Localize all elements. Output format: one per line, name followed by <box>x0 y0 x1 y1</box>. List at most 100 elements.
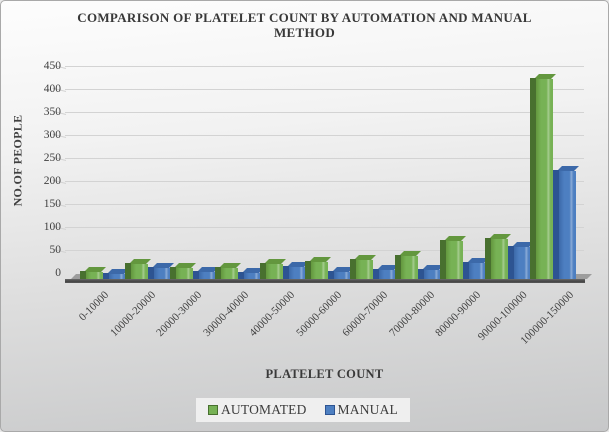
bar-automated-70000-80000 <box>395 251 421 279</box>
bar-front-face <box>266 264 283 279</box>
bar-side-face <box>80 271 86 279</box>
bar-automated-100000-150000 <box>530 74 556 279</box>
y-tick-label-250: 250 <box>43 152 61 165</box>
bar-front-face <box>289 267 306 279</box>
bar-front-face <box>356 260 373 279</box>
x-tick-label-60000-70000: 60000-70000 <box>340 289 391 339</box>
bar-side-face <box>260 263 266 279</box>
bar-automated-90000-100000 <box>485 234 511 279</box>
bar-front-face <box>86 272 103 279</box>
gridline-300 <box>65 135 584 137</box>
bar-automated-10000-20000 <box>125 259 151 279</box>
bar-side-face <box>193 271 199 279</box>
bar-side-face <box>350 259 356 279</box>
gridline-400 <box>65 89 584 91</box>
y-tick-label-450: 450 <box>43 60 61 73</box>
x-tick-label-20000-30000: 20000-30000 <box>154 289 205 339</box>
bar-side-face <box>283 266 289 279</box>
bar-manual-100000-150000 <box>553 166 579 279</box>
y-tick-label-0: 0 <box>55 267 61 279</box>
legend-item-manual: MANUAL <box>324 402 398 418</box>
x-axis-title: PLATELET COUNT <box>265 367 384 381</box>
bar-side-face <box>148 267 154 279</box>
bar-manual-80000-90000 <box>463 258 489 279</box>
gridline-350 <box>65 112 584 114</box>
x-tick-label-10000-20000: 10000-20000 <box>108 289 158 339</box>
gridline-250 <box>65 158 584 160</box>
legend-label: MANUAL <box>337 402 398 417</box>
bar-front-face <box>311 262 328 279</box>
gridline-450 <box>65 66 584 68</box>
bar-manual-10000-20000 <box>148 263 174 279</box>
bar-front-face <box>536 79 553 279</box>
x-tick-label-40000-50000: 40000-50000 <box>247 289 298 339</box>
x-tick-label-50000-60000: 50000-60000 <box>294 289 344 339</box>
y-tick-label-350: 350 <box>43 106 61 119</box>
bar-side-face <box>440 240 446 279</box>
y-tick-label-300: 300 <box>43 129 61 142</box>
y-tick-label-150: 150 <box>43 198 61 211</box>
chart-floor <box>65 279 585 283</box>
bar-side-face <box>485 238 491 279</box>
bar-front-face <box>379 270 396 279</box>
x-tick-label-80000-90000: 80000-90000 <box>433 289 484 339</box>
bar-side-face <box>215 267 221 279</box>
gridline-150 <box>65 204 584 206</box>
bar-side-face <box>238 272 244 279</box>
bar-manual-50000-60000 <box>328 267 354 279</box>
bar-manual-20000-30000 <box>193 267 219 279</box>
bar-automated-60000-70000 <box>350 255 376 279</box>
bar-side-face <box>418 269 424 279</box>
bar-side-face <box>508 246 514 279</box>
y-tick-label-400: 400 <box>43 83 61 96</box>
legend: AUTOMATED MANUAL <box>196 398 410 422</box>
bar-manual-40000-50000 <box>283 262 309 279</box>
bar-front-face <box>514 247 531 279</box>
bar-side-face <box>125 263 131 279</box>
y-axis-title: NO.OF PEOPLE <box>10 114 25 207</box>
bar-side-face <box>305 261 311 279</box>
bar-front-face <box>424 270 441 279</box>
bar-front-face <box>469 263 486 279</box>
bar-side-face <box>530 78 536 279</box>
legend-swatch-icon <box>207 405 218 415</box>
bar-front-face <box>559 171 576 279</box>
x-tick-label-70000-80000: 70000-80000 <box>387 289 437 339</box>
bar-side-face <box>395 255 401 279</box>
bar-front-face <box>221 268 238 279</box>
bar-manual-70000-80000 <box>418 265 444 279</box>
bar-front-face <box>334 272 351 279</box>
bar-manual-60000-70000 <box>373 265 399 279</box>
chart-title: COMPARISON OF PLATELET COUNT BY AUTOMATI… <box>77 10 532 40</box>
legend-label: AUTOMATED <box>220 402 307 417</box>
y-tick-label-100: 100 <box>43 221 61 234</box>
y-tick-label-50: 50 <box>49 244 62 257</box>
bar-automated-40000-50000 <box>260 259 286 279</box>
bar-side-face <box>553 170 559 279</box>
bar-front-face <box>154 268 171 279</box>
bar-front-face <box>109 274 126 279</box>
gridline-200 <box>65 181 584 183</box>
bar-front-face <box>491 239 508 279</box>
bar-manual-30000-40000 <box>238 268 264 279</box>
bar-automated-20000-30000 <box>170 263 196 279</box>
legend-swatch-icon <box>324 405 335 415</box>
bar-front-face <box>176 268 193 279</box>
bar-side-face <box>373 269 379 279</box>
bar-front-face <box>199 272 216 279</box>
bar-automated-80000-90000 <box>440 236 466 279</box>
bar-front-face <box>446 241 463 279</box>
bar-side-face <box>463 262 469 279</box>
x-tick-label-0-10000: 0-10000 <box>77 289 112 324</box>
bar-manual-0-10000 <box>103 269 129 279</box>
bar-side-face <box>170 267 176 279</box>
bar-side-face <box>328 271 334 279</box>
bar-automated-50000-60000 <box>305 257 331 279</box>
bar-automated-30000-40000 <box>215 263 241 279</box>
bar-front-face <box>131 264 148 279</box>
gridline-100 <box>65 227 584 229</box>
bar-manual-90000-100000 <box>508 242 534 279</box>
y-tick-label-200: 200 <box>43 175 61 188</box>
